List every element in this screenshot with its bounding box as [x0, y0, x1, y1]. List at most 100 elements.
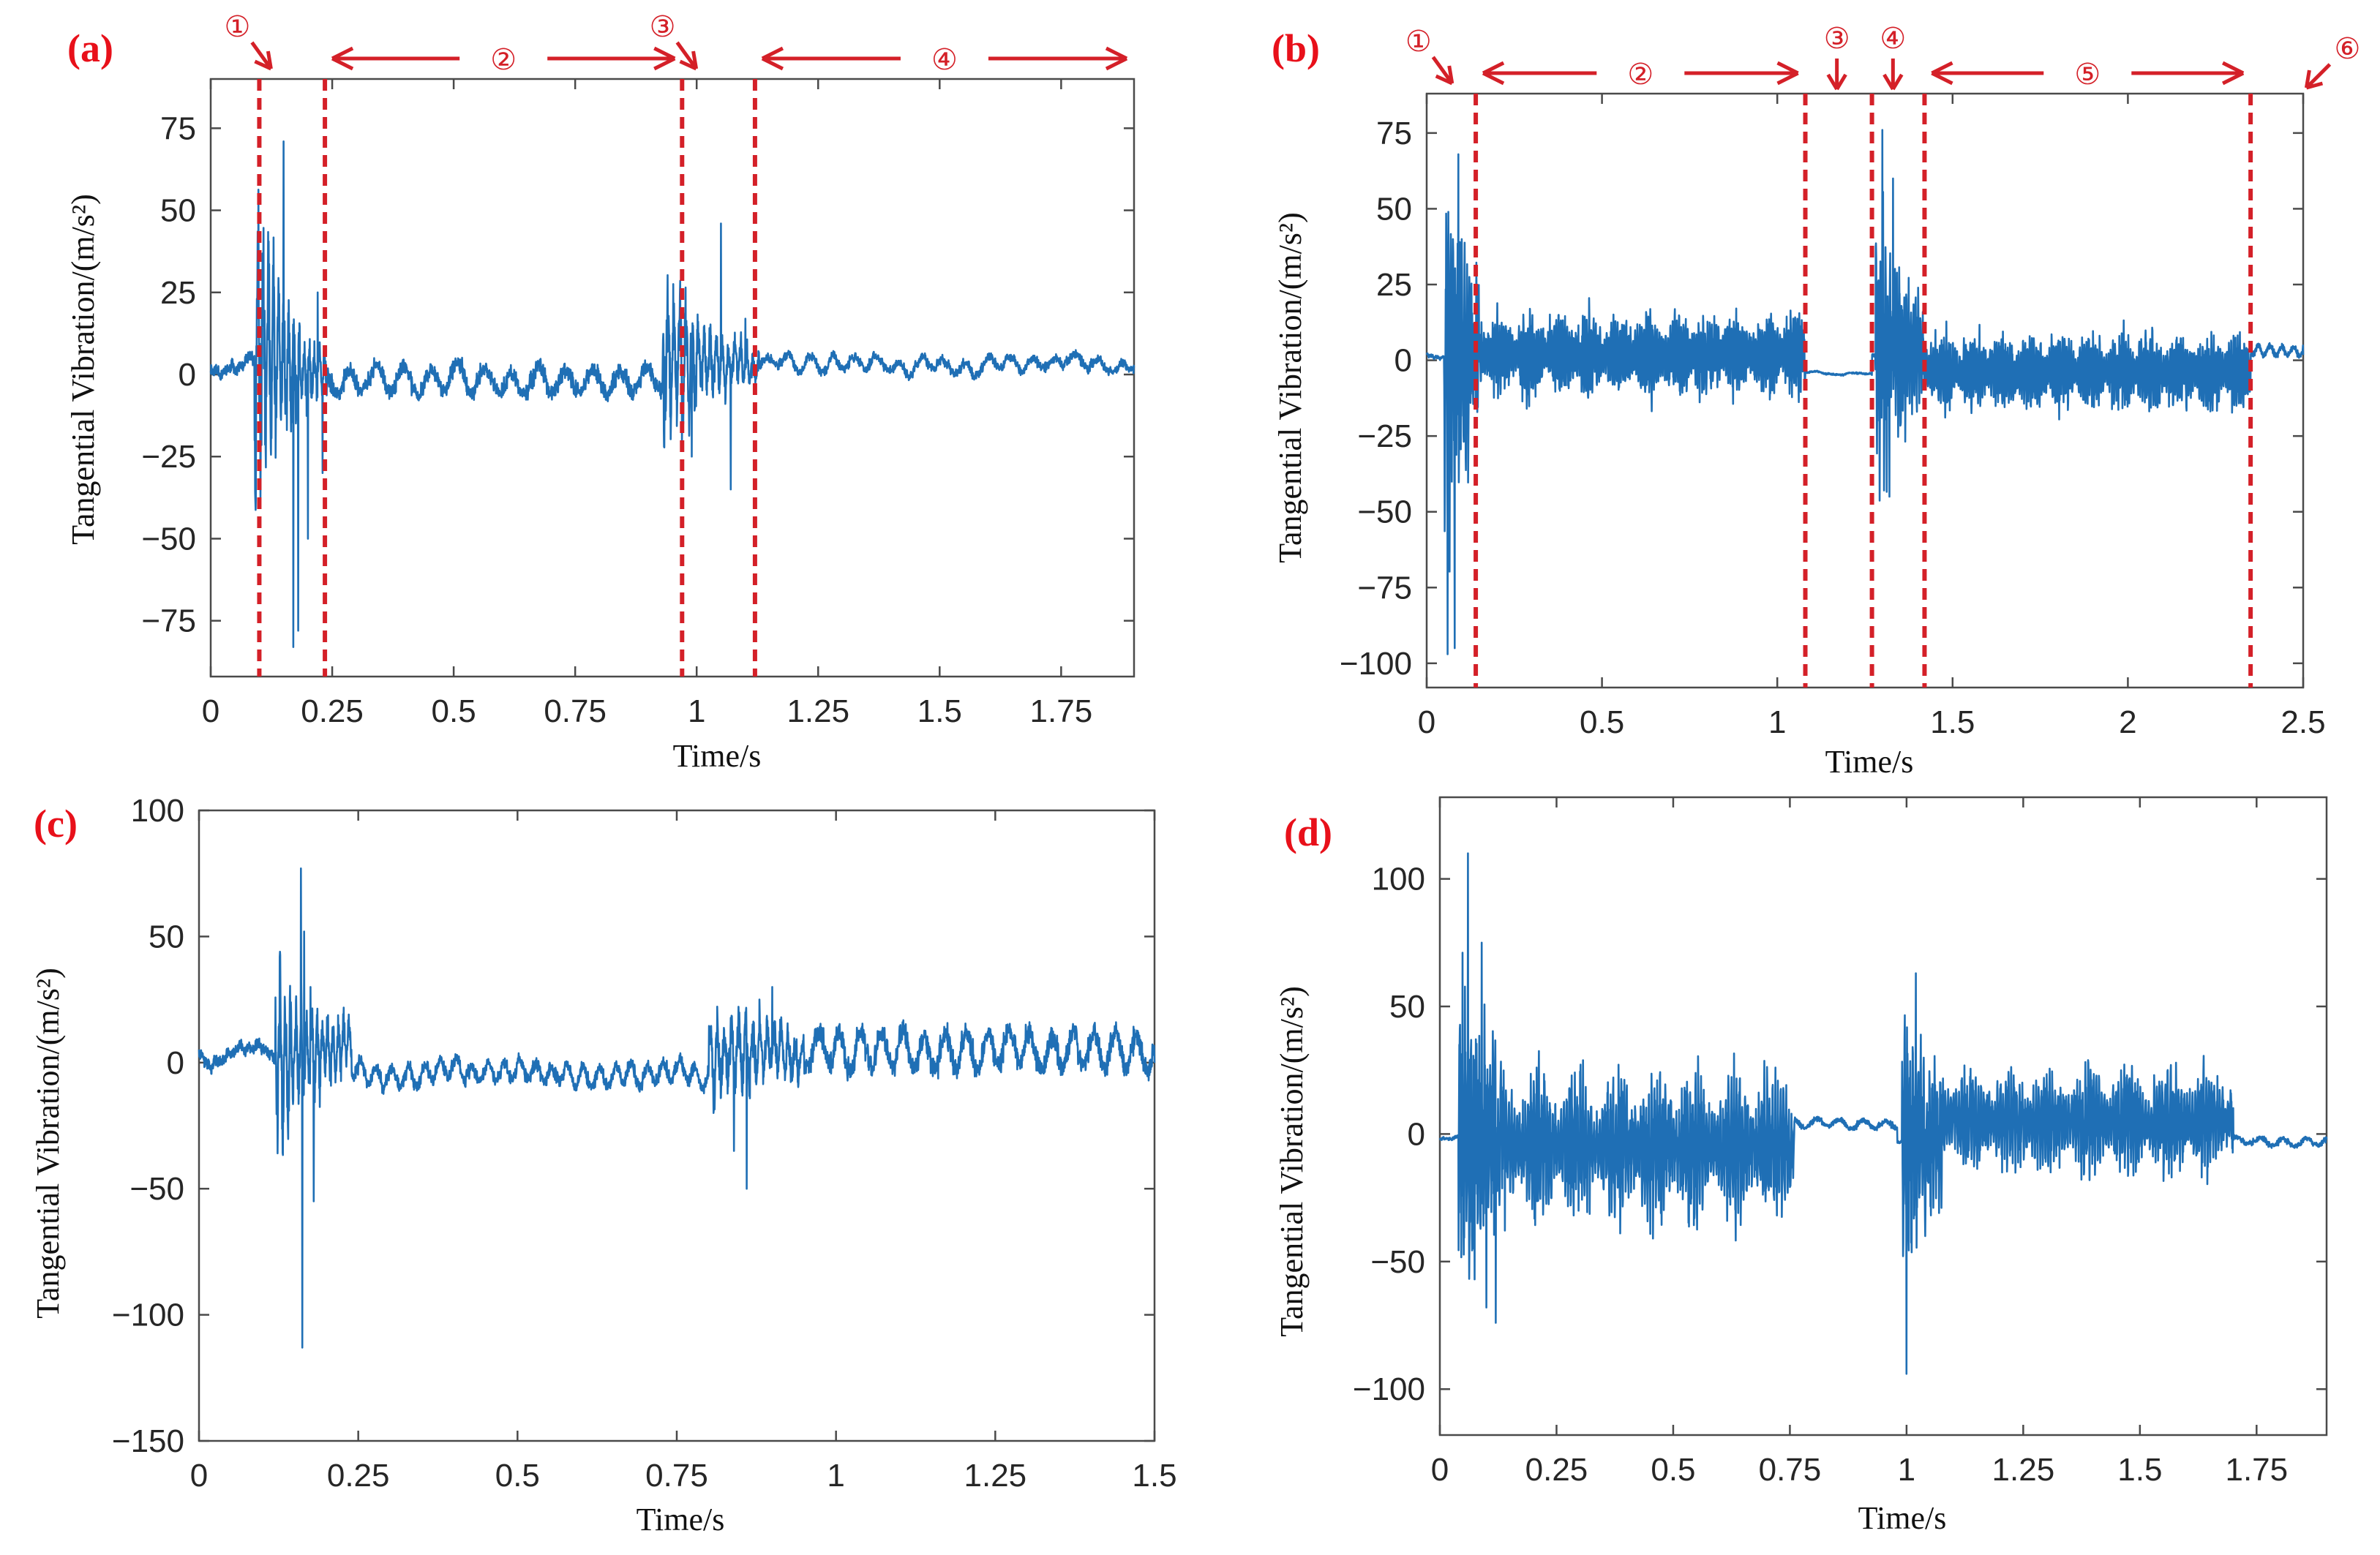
segment-number: ⑤	[2074, 59, 2101, 91]
y-tick-label: 75	[1376, 116, 1412, 151]
x-tick-label: 0.75	[1759, 1452, 1822, 1488]
axes-frame	[209, 78, 1135, 678]
plot-area-c: 0 0.25 0.5 0.75 1 1.25 1.5 100 50 0 −50 −100 −150	[112, 793, 1177, 1494]
x-tick-label: 0.25	[1525, 1452, 1588, 1488]
x-tick-label: 0.75	[544, 693, 607, 729]
segment-number: ①	[1405, 26, 1432, 58]
y-tick-label: −100	[1340, 646, 1412, 682]
x-tick-label: 0.25	[327, 1458, 390, 1494]
y-tick-label: 25	[1376, 267, 1412, 303]
x-tick-label: 1.5	[1132, 1458, 1176, 1494]
y-tick-label: 0	[1408, 1116, 1425, 1152]
y-tick-label: 0	[1394, 343, 1412, 379]
arrowhead-left	[761, 46, 784, 71]
series-line	[209, 140, 1135, 648]
y-tick-label: 25	[160, 275, 196, 311]
x-tick-label: 0	[202, 693, 219, 729]
y-tick-label: 100	[131, 793, 184, 829]
x-tick-label: 1.25	[787, 693, 849, 729]
axes-frame	[1425, 92, 2305, 689]
y-axis-label-b: Tangential Vibration/(m/s²)	[1272, 212, 1308, 563]
x-tick-label: 0.5	[1580, 704, 1624, 740]
segment-number: ③	[1824, 23, 1850, 55]
arrowhead-right	[2222, 61, 2245, 86]
arrowhead-right	[1105, 46, 1128, 71]
panel-label-a: (a)	[67, 26, 113, 70]
y-tick-label: −150	[112, 1423, 184, 1459]
pointer-arrow	[675, 41, 699, 71]
segment-number: ⑥	[2334, 33, 2360, 65]
x-axis-label-c: Time/s	[637, 1502, 725, 1537]
x-tick-label: 2.5	[2280, 704, 2325, 740]
x-tick-label: 1.25	[964, 1458, 1027, 1494]
x-tick-label: 1	[688, 693, 705, 729]
x-tick-label: 1	[827, 1458, 844, 1494]
x-tick-label: 1	[1768, 704, 1786, 740]
y-tick-label: −50	[129, 1171, 184, 1207]
y-tick-label: −50	[1370, 1244, 1425, 1280]
down-arrow	[1882, 59, 1904, 91]
pointer-arrow	[2304, 63, 2332, 90]
x-tick-label: 0.75	[645, 1458, 708, 1494]
y-tick-label: −25	[1357, 418, 1412, 454]
plot-area-a: 0 0.25 0.5 0.75 1 1.25 1.5 1.75 75 50 25 0 −25 −50 −75…	[141, 11, 1135, 729]
arrowhead-left	[1482, 61, 1505, 86]
y-axis-label-c: Tangential Vibration/(m/s²)	[30, 968, 66, 1319]
x-tick-label: 1.25	[1992, 1452, 2055, 1488]
x-axis-label-a: Time/s	[673, 738, 762, 774]
x-tick-label: 1.5	[2117, 1452, 2162, 1488]
segment-number: ④	[1880, 23, 1906, 55]
x-tick-label: 1.75	[1030, 693, 1093, 729]
x-tick-label: 0.5	[495, 1458, 540, 1494]
y-axis-label-a: Tangential Vibration/(m/s²)	[65, 194, 101, 545]
panel-label-c: (c)	[34, 802, 78, 846]
y-tick-label: −100	[112, 1298, 184, 1333]
y-tick-label: −50	[1357, 494, 1412, 530]
segment-number: ②	[490, 44, 517, 76]
y-tick-label: 100	[1372, 862, 1425, 897]
segment-number: ④	[931, 44, 958, 76]
y-tick-label: 50	[149, 919, 184, 955]
axes-frame	[1438, 796, 2328, 1437]
y-tick-label: 0	[179, 357, 196, 393]
x-tick-label: 1	[1898, 1452, 1915, 1488]
y-tick-label: 75	[160, 110, 196, 146]
panel-a: (a) Time/s Tangential Vibration/(m/s²) 0…	[65, 11, 1135, 774]
x-tick-label: 0	[1431, 1452, 1449, 1488]
y-tick-label: 50	[160, 193, 196, 229]
x-tick-label: 1.5	[1930, 704, 1975, 740]
pointer-arrow	[1431, 56, 1454, 86]
panel-label-b: (b)	[1272, 26, 1320, 70]
panel-label-d: (d)	[1284, 810, 1332, 854]
y-axis-label-d: Tangential Vibration/(m/s²)	[1274, 986, 1310, 1337]
y-tick-label: 50	[1389, 989, 1425, 1025]
y-tick-label: −75	[1357, 570, 1412, 606]
y-tick-label: −75	[141, 603, 196, 639]
x-tick-label: 0.5	[432, 693, 476, 729]
series-line	[198, 867, 1156, 1349]
x-tick-label: 0.25	[301, 693, 364, 729]
arrowhead-right	[1776, 61, 1799, 86]
arrowhead-right	[653, 46, 676, 71]
x-tick-label: 2	[2119, 704, 2136, 740]
x-tick-label: 1.75	[2225, 1452, 2288, 1488]
y-tick-label: −25	[141, 439, 196, 475]
y-tick-label: −50	[141, 521, 196, 557]
x-tick-label: 0	[190, 1458, 208, 1494]
x-tick-label: 1.5	[917, 693, 962, 729]
panel-d: (d) Time/s Tangential Vibration/(m/s²) 0…	[1274, 796, 2328, 1536]
y-tick-label: 0	[167, 1045, 184, 1081]
x-tick-label: 0	[1418, 704, 1435, 740]
plot-area-d: 0 0.25 0.5 0.75 1 1.25 1.5 1.75 100 50 0 −50 −100	[1353, 796, 2328, 1488]
arrowhead-left	[1931, 61, 1953, 86]
series-line	[1425, 129, 2305, 655]
panel-c: (c) Time/s Tangential Vibration/(m/s²) 0…	[30, 793, 1177, 1537]
segment-number: ③	[650, 11, 676, 43]
y-tick-label: 50	[1376, 191, 1412, 227]
arrowhead-left	[331, 46, 354, 71]
y-tick-label: −100	[1353, 1371, 1425, 1407]
panel-b: (b) Time/s Tangential Vibration/(m/s²) 0…	[1272, 23, 2360, 780]
x-axis-label-b: Time/s	[1825, 744, 1914, 780]
plot-area-b: 0 0.5 1 1.5 2 2.5 75 50 25 0 −25 −50 −75 −100 ① ② ③ ④ ⑤ ⑥	[1340, 23, 2360, 740]
